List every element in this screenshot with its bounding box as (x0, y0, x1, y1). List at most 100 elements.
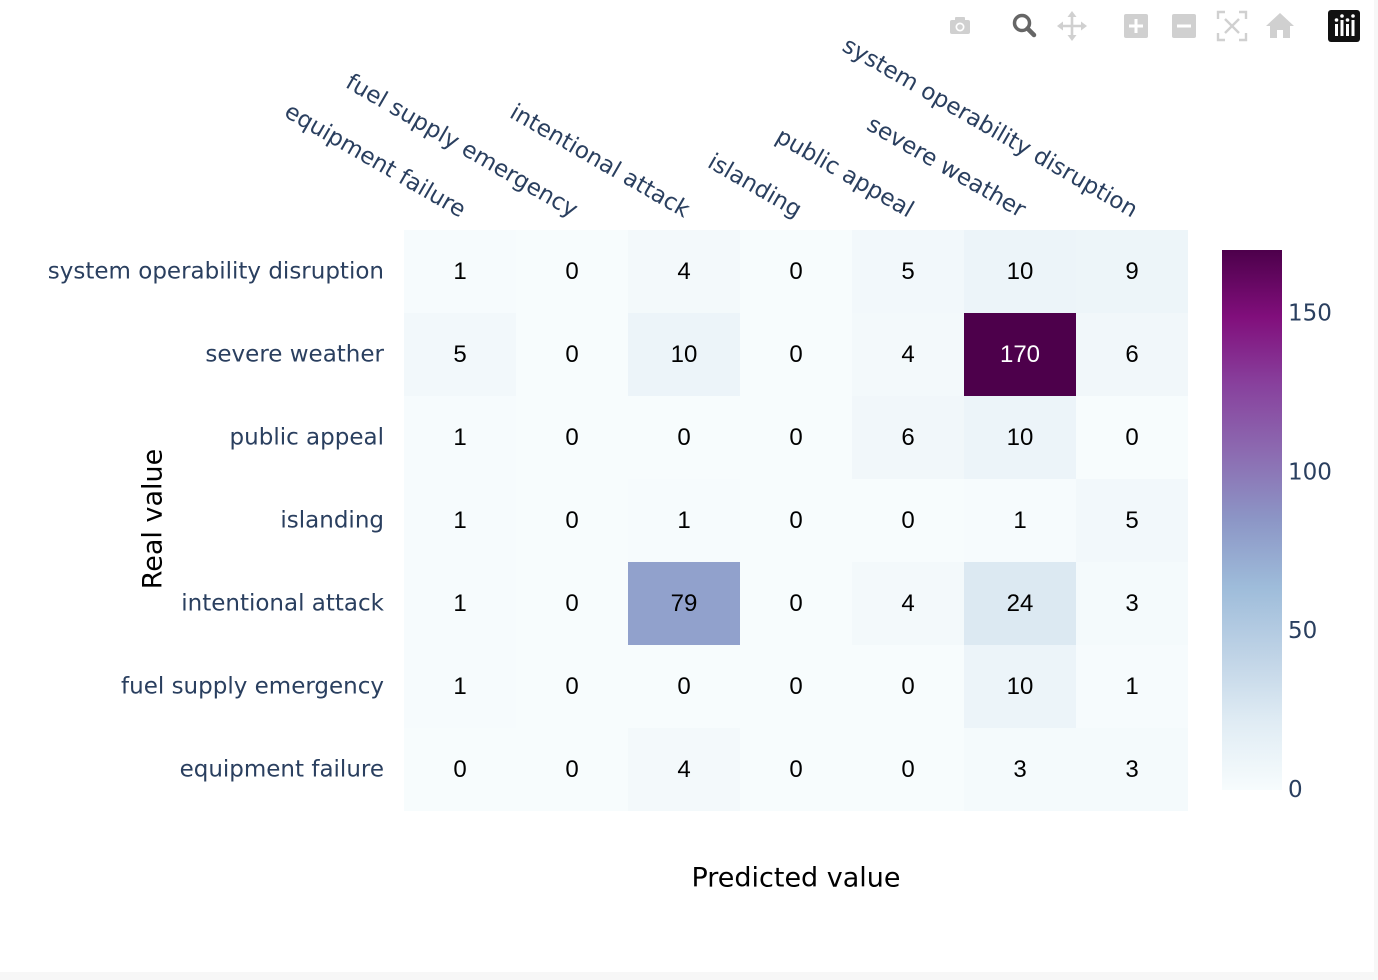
zoom-icon[interactable] (1006, 8, 1042, 44)
reset-axes-icon[interactable] (1262, 8, 1298, 44)
x-axis-tick-label: intentional attack (505, 99, 694, 223)
heatmap-cell[interactable] (852, 396, 964, 479)
y-axis-tick-label: islanding (280, 508, 384, 534)
heatmap-cell[interactable] (628, 313, 740, 396)
heatmap-cell[interactable] (404, 645, 516, 728)
y-axis-tick-label: intentional attack (181, 591, 384, 617)
heatmap-cell[interactable] (740, 396, 852, 479)
heatmap-cell-value: 0 (789, 507, 802, 534)
heatmap-cell[interactable] (404, 728, 516, 811)
heatmap-cell[interactable] (1076, 562, 1188, 645)
heatmap-cell-value: 10 (1007, 673, 1034, 700)
heatmap-cell-value: 0 (565, 341, 578, 368)
colorbar-tick-labels: 0 50 100 150 (1288, 301, 1332, 803)
heatmap-cell[interactable] (852, 728, 964, 811)
heatmap-cell[interactable] (964, 313, 1076, 396)
heatmap-cell[interactable] (740, 562, 852, 645)
heatmap-cell-value: 4 (901, 341, 914, 368)
heatmap-cell[interactable] (516, 479, 628, 562)
colorbar-tick-label: 0 (1288, 777, 1303, 803)
heatmap-cell-value: 0 (565, 507, 578, 534)
x-axis-title: Predicted value (691, 863, 900, 894)
heatmap-cell[interactable] (516, 562, 628, 645)
heatmap-cell[interactable] (516, 313, 628, 396)
heatmap-cell-value: 0 (901, 507, 914, 534)
heatmap-cell[interactable] (516, 230, 628, 313)
heatmap-cell[interactable] (516, 396, 628, 479)
plotly-logo-icon[interactable] (1326, 8, 1362, 44)
colorbar-tick-label: 150 (1288, 301, 1332, 327)
heatmap-cell[interactable] (1076, 313, 1188, 396)
heatmap-cell[interactable] (1076, 728, 1188, 811)
heatmap-cell-value: 0 (453, 756, 466, 783)
heatmap-cell[interactable] (628, 230, 740, 313)
heatmap-cell-value: 1 (1013, 507, 1026, 534)
zoom-out-icon[interactable] (1166, 8, 1202, 44)
heatmap-cell[interactable] (1076, 396, 1188, 479)
heatmap-cell-value: 1 (453, 673, 466, 700)
y-axis-title: Real value (138, 449, 169, 590)
heatmap-cell-value: 1 (1125, 673, 1138, 700)
colorbar-gradient (1222, 250, 1282, 790)
heatmap-cell-value: 1 (677, 507, 690, 534)
heatmap-cell-value: 6 (901, 424, 914, 451)
heatmap-cell[interactable] (628, 645, 740, 728)
heatmap-cell[interactable] (404, 396, 516, 479)
heatmap-cell-value: 0 (789, 258, 802, 285)
heatmap-cell-value: 0 (565, 424, 578, 451)
heatmap-cell[interactable] (740, 313, 852, 396)
heatmap-cell[interactable] (1076, 230, 1188, 313)
heatmap-cell[interactable] (964, 230, 1076, 313)
heatmap-cell-value: 0 (789, 424, 802, 451)
heatmap-cell-value: 0 (789, 756, 802, 783)
heatmap-cell[interactable] (1076, 479, 1188, 562)
heatmap-cell[interactable] (740, 728, 852, 811)
heatmap-cell[interactable] (404, 230, 516, 313)
autoscale-icon[interactable] (1214, 8, 1250, 44)
heatmap-cell-value: 0 (901, 673, 914, 700)
heatmap-cell-value: 0 (901, 756, 914, 783)
heatmap-cell-value: 170 (1000, 341, 1040, 368)
heatmap-cell[interactable] (404, 313, 516, 396)
heatmap-cell[interactable] (964, 728, 1076, 811)
heatmap-cell[interactable] (628, 479, 740, 562)
x-axis-tick-label: equipment failure (280, 98, 470, 223)
heatmap-cell[interactable] (1076, 645, 1188, 728)
heatmap-cell-value: 0 (565, 590, 578, 617)
zoom-in-icon[interactable] (1118, 8, 1154, 44)
y-axis-tick-label: system operability disruption (48, 259, 384, 285)
heatmap-cell[interactable] (404, 479, 516, 562)
heatmap-cell[interactable] (740, 645, 852, 728)
heatmap-cell-value: 0 (789, 590, 802, 617)
heatmap-cell[interactable] (964, 562, 1076, 645)
heatmap-cells (404, 230, 1188, 811)
heatmap-cell-value: 3 (1125, 756, 1138, 783)
heatmap-cell[interactable] (852, 313, 964, 396)
heatmap-cell[interactable] (852, 562, 964, 645)
heatmap-cell-value: 1 (453, 590, 466, 617)
pan-icon[interactable] (1054, 8, 1090, 44)
camera-icon[interactable] (942, 8, 978, 44)
y-axis-tick-label: equipment failure (180, 757, 384, 783)
heatmap-cell-value: 5 (901, 258, 914, 285)
heatmap-cell[interactable] (852, 645, 964, 728)
heatmap-cell[interactable] (852, 230, 964, 313)
heatmap-cell[interactable] (852, 479, 964, 562)
heatmap-cell[interactable] (628, 562, 740, 645)
heatmap-cell-labels: 1 0 4 0 5 10 95 0 10 0 4 170 61 0 0 0 6 10 01 0 1 0 0 1 51 0 79 0 4 2… (453, 258, 1138, 783)
heatmap-cell[interactable] (404, 562, 516, 645)
heatmap-cell[interactable] (628, 728, 740, 811)
heatmap-cell[interactable] (964, 479, 1076, 562)
heatmap-cell[interactable] (740, 479, 852, 562)
heatmap-cell-value: 4 (677, 756, 690, 783)
heatmap-cell[interactable] (516, 645, 628, 728)
heatmap-cell[interactable] (964, 396, 1076, 479)
heatmap-cell[interactable] (964, 645, 1076, 728)
heatmap-cell[interactable] (740, 230, 852, 313)
heatmap-cell-value: 3 (1125, 590, 1138, 617)
heatmap-cell[interactable] (628, 396, 740, 479)
heatmap-cell[interactable] (516, 728, 628, 811)
heatmap-cell-value: 9 (1125, 258, 1138, 285)
